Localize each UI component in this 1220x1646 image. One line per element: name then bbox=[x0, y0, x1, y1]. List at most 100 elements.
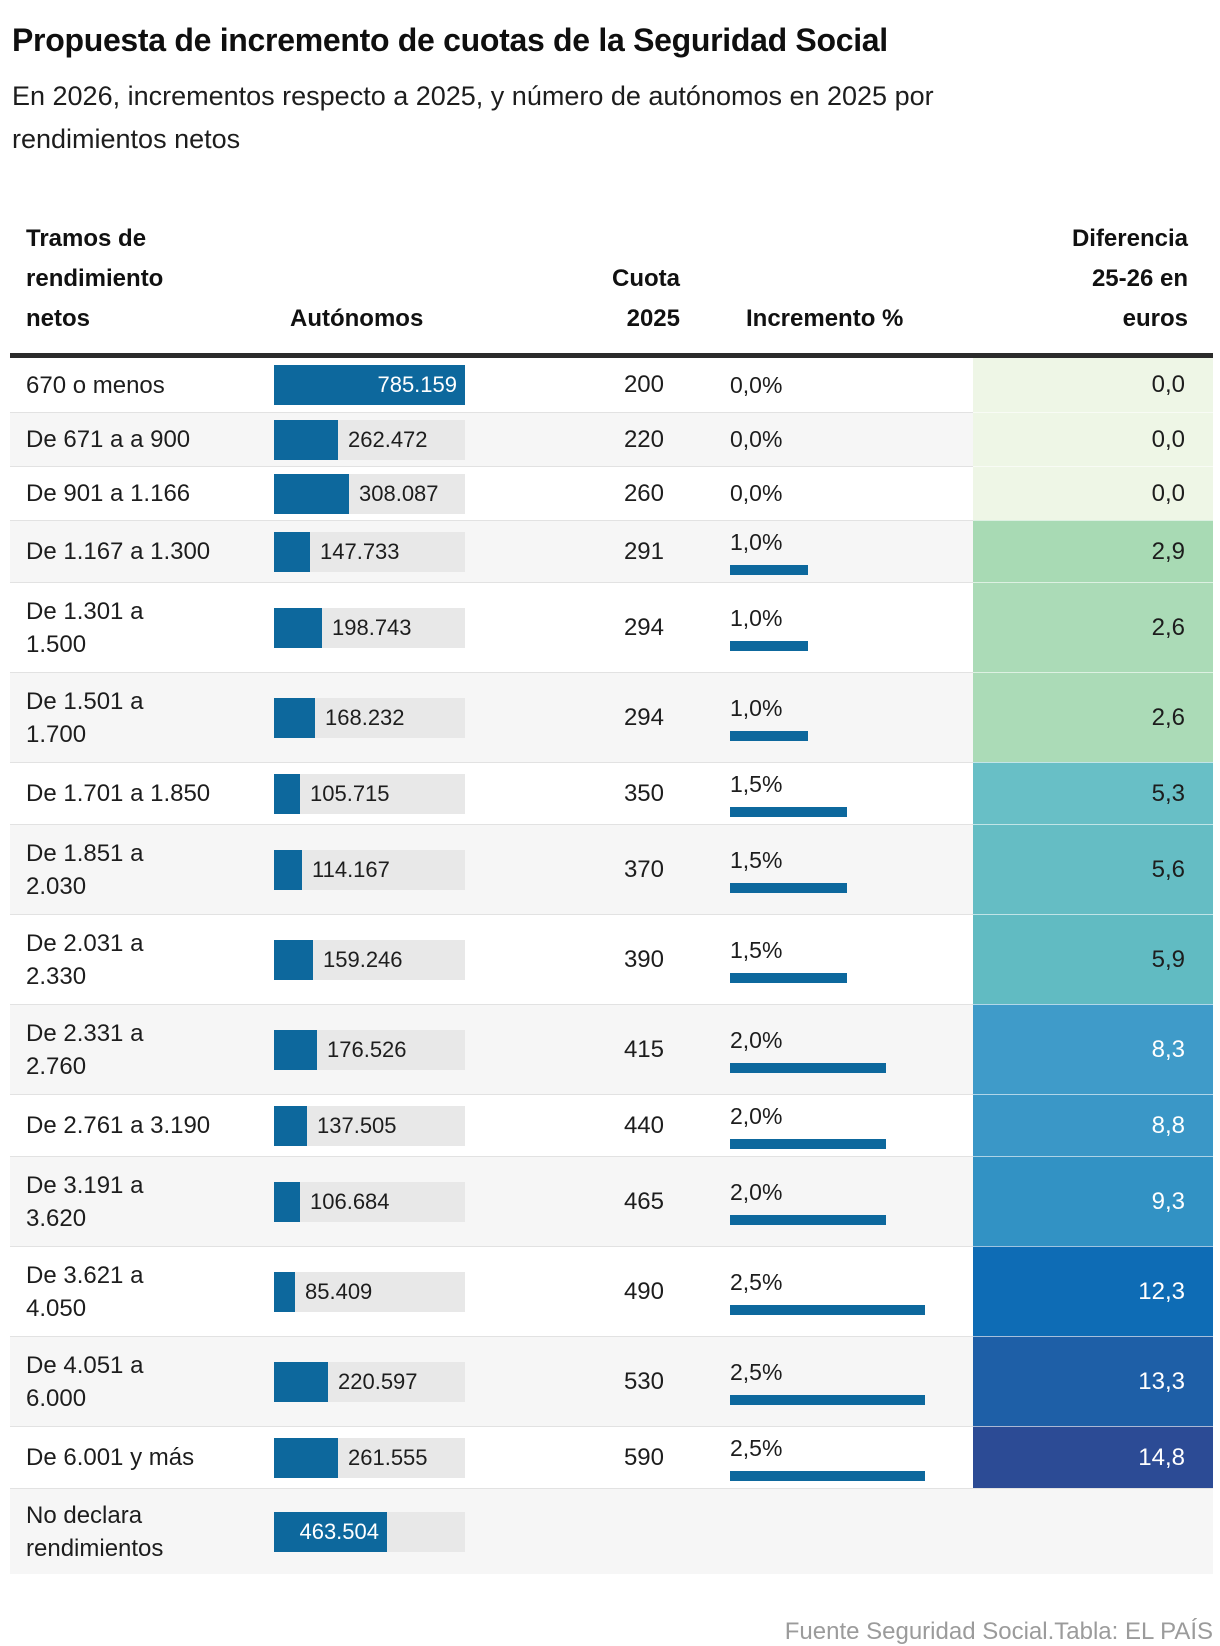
incremento-stack: 1,0% bbox=[730, 605, 930, 651]
diferencia-cell: 2,6 bbox=[973, 672, 1213, 762]
autonomos-bar bbox=[274, 849, 302, 890]
autonomos-bar bbox=[274, 1271, 295, 1312]
cuota-value: 260 bbox=[623, 479, 664, 507]
source-credit: Fuente Seguridad Social.Tabla: EL PAÍS bbox=[784, 1618, 1213, 1645]
incremento-value: 1,5% bbox=[730, 846, 783, 873]
diferencia-cell: 0,0 bbox=[973, 466, 1213, 520]
incremento-cell: 1,5% bbox=[664, 847, 930, 893]
tramo-label: De 901 a 1.166 bbox=[26, 480, 191, 507]
table-body: 670 o menos 785.159 200 0,0% 0,0 De 671 a a 9… bbox=[10, 358, 1213, 1574]
table-row: No declara rendimientos 463.504 bbox=[10, 1488, 1213, 1574]
table-row: De 671 a a 900 262.472 220 0,0% 0,0 bbox=[10, 412, 1213, 466]
autonomos-value: 308.087 bbox=[359, 480, 439, 506]
incremento-stack: 0,0% bbox=[730, 426, 930, 453]
incremento-value: 1,0% bbox=[730, 694, 783, 721]
incremento-cell: 0,0% bbox=[664, 426, 930, 453]
autonomos-bar-track: 85.409 bbox=[274, 1271, 465, 1312]
col-header-incremento: Incremento % bbox=[746, 305, 904, 332]
autonomos-bar bbox=[274, 419, 338, 460]
autonomos-bar: 785.159 bbox=[274, 365, 465, 405]
cuota-value: 415 bbox=[623, 1035, 664, 1063]
autonomos-bar bbox=[274, 473, 349, 514]
cuota-value: 370 bbox=[623, 855, 664, 883]
incremento-bar bbox=[730, 564, 808, 575]
incremento-bar bbox=[730, 882, 847, 893]
incremento-bar bbox=[730, 806, 847, 817]
tramo-label: De 3.621 a 4.050 bbox=[26, 1261, 144, 1322]
diferencia-cell: 8,8 bbox=[973, 1094, 1213, 1156]
table-row: De 1.301 a 1.500 198.743 294 1,0% 2,6 bbox=[10, 582, 1213, 672]
incremento-stack: 1,0% bbox=[730, 529, 930, 575]
autonomos-bar-track: 147.733 bbox=[274, 531, 465, 572]
incremento-value: 2,0% bbox=[730, 1178, 783, 1205]
tramo-label: De 4.051 a 6.000 bbox=[26, 1351, 144, 1412]
incremento-value: 2,5% bbox=[730, 1268, 783, 1295]
incremento-stack: 1,0% bbox=[730, 695, 930, 741]
autonomos-cell: 168.232 bbox=[274, 697, 474, 738]
autonomos-cell: 159.246 bbox=[274, 939, 474, 980]
cuota-value: 530 bbox=[623, 1367, 664, 1395]
incremento-bar bbox=[730, 1138, 886, 1149]
autonomos-value: 147.733 bbox=[320, 538, 400, 564]
cuota-value: 294 bbox=[623, 703, 664, 731]
incremento-cell: 2,0% bbox=[664, 1179, 930, 1225]
autonomos-value: 85.409 bbox=[305, 1278, 373, 1304]
table-row: De 2.031 a 2.330 159.246 390 1,5% 5,9 bbox=[10, 914, 1213, 1004]
diferencia-cell: 8,3 bbox=[973, 1004, 1213, 1094]
incremento-value: 2,0% bbox=[730, 1102, 783, 1129]
autonomos-value: 220.597 bbox=[338, 1368, 418, 1394]
table-row: De 2.331 a 2.760 176.526 415 2,0% 8,3 bbox=[10, 1004, 1213, 1094]
diferencia-cell: 2,9 bbox=[973, 520, 1213, 582]
incremento-bar bbox=[730, 1470, 925, 1481]
tramo-label: De 1.501 a 1.700 bbox=[26, 687, 144, 748]
incremento-value: 2,5% bbox=[730, 1358, 783, 1385]
autonomos-value: 262.472 bbox=[348, 426, 428, 452]
col-header-cuota: Cuota 2025 bbox=[612, 265, 680, 332]
tramo-label: No declara rendimientos bbox=[26, 1501, 164, 1562]
incremento-value: 1,0% bbox=[730, 528, 783, 555]
autonomos-value: 463.504 bbox=[299, 1518, 379, 1544]
table-row: De 6.001 y más 261.555 590 2,5% 14,8 bbox=[10, 1426, 1213, 1488]
table-row: De 901 a 1.166 308.087 260 0,0% 0,0 bbox=[10, 466, 1213, 520]
autonomos-cell: 220.597 bbox=[274, 1361, 474, 1402]
incremento-value: 1,5% bbox=[730, 770, 783, 797]
incremento-value: 1,5% bbox=[730, 936, 783, 963]
incremento-stack: 0,0% bbox=[730, 372, 930, 399]
autonomos-bar bbox=[274, 531, 310, 572]
cuota-value: 440 bbox=[623, 1111, 664, 1139]
tramo-label: De 3.191 a 3.620 bbox=[26, 1171, 144, 1232]
diferencia-cell: 9,3 bbox=[973, 1156, 1213, 1246]
autonomos-bar-track: 198.743 bbox=[274, 607, 465, 648]
autonomos-cell: 176.526 bbox=[274, 1029, 474, 1070]
incremento-cell: 2,5% bbox=[664, 1359, 930, 1405]
table-row: De 2.761 a 3.190 137.505 440 2,0% 8,8 bbox=[10, 1094, 1213, 1156]
autonomos-bar-track: 176.526 bbox=[274, 1029, 465, 1070]
tramo-label: De 2.761 a 3.190 bbox=[26, 1112, 211, 1139]
incremento-stack: 2,0% bbox=[730, 1179, 930, 1225]
incremento-cell: 1,5% bbox=[664, 771, 930, 817]
incremento-cell: 2,5% bbox=[664, 1435, 930, 1481]
incremento-value: 1,0% bbox=[730, 604, 783, 631]
autonomos-bar bbox=[274, 1181, 300, 1222]
autonomos-bar-track: 308.087 bbox=[274, 473, 465, 514]
autonomos-cell: 85.409 bbox=[274, 1271, 474, 1312]
autonomos-bar-track: 785.159 bbox=[274, 365, 465, 405]
autonomos-bar-track: 262.472 bbox=[274, 419, 465, 460]
autonomos-cell: 463.504 bbox=[274, 1511, 474, 1552]
cuota-value: 465 bbox=[623, 1187, 664, 1215]
incremento-bar bbox=[730, 972, 847, 983]
cuota-value: 200 bbox=[623, 371, 664, 398]
incremento-cell: 1,0% bbox=[664, 529, 930, 575]
incremento-stack: 1,5% bbox=[730, 771, 930, 817]
incremento-cell: 1,0% bbox=[664, 605, 930, 651]
autonomos-value: 137.505 bbox=[317, 1112, 397, 1138]
table-row: De 1.501 a 1.700 168.232 294 1,0% 2,6 bbox=[10, 672, 1213, 762]
col-header-diferencia: Diferencia 25-26 en euros bbox=[1071, 225, 1188, 332]
incremento-cell: 2,0% bbox=[664, 1027, 930, 1073]
tramo-label: De 6.001 y más bbox=[26, 1444, 195, 1471]
diferencia-cell: 0,0 bbox=[973, 358, 1213, 412]
incremento-value: 0,0% bbox=[730, 371, 783, 398]
tramo-label: De 2.331 a 2.760 bbox=[26, 1019, 144, 1080]
diferencia-cell: 14,8 bbox=[973, 1426, 1213, 1488]
table-row: 670 o menos 785.159 200 0,0% 0,0 bbox=[10, 358, 1213, 412]
